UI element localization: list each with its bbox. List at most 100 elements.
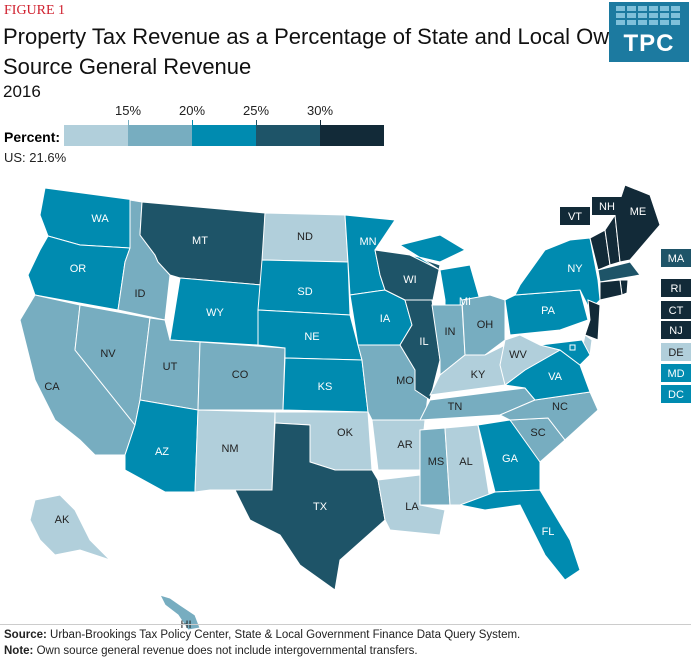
legend-tick-label: 30%	[306, 103, 334, 118]
state-label: CO	[232, 369, 249, 381]
state-callout-box	[661, 364, 691, 382]
state-ny[interactable]	[514, 237, 601, 311]
state-label: NH	[599, 201, 615, 213]
state-label: OH	[477, 319, 494, 331]
state-label: AZ	[155, 446, 169, 458]
state-callout-box	[661, 385, 691, 403]
state-ak[interactable]	[29, 494, 111, 561]
logo-square	[671, 20, 680, 25]
legend-bar	[64, 125, 384, 146]
logo-square	[660, 6, 669, 11]
state-dc[interactable]	[569, 344, 576, 351]
state-label: MA	[668, 253, 685, 265]
legend-tick	[128, 120, 129, 126]
state-wv[interactable]	[499, 334, 562, 386]
state-label: WA	[91, 213, 109, 225]
legend-tick	[256, 120, 257, 126]
logo-square	[638, 6, 647, 11]
state-label: SC	[530, 427, 545, 439]
state-callout-box	[661, 279, 691, 297]
logo-square	[671, 6, 680, 11]
state-label: FL	[542, 526, 555, 538]
state-label: SD	[297, 286, 312, 298]
state-label: AK	[55, 514, 70, 526]
logo-square	[627, 13, 636, 18]
state-label: PA	[541, 305, 556, 317]
logo-square	[616, 13, 625, 18]
logo-square	[616, 6, 625, 11]
legend-tick	[192, 120, 193, 126]
state-label: WY	[206, 307, 224, 319]
source-label: Source:	[4, 629, 47, 641]
state-label: UT	[163, 361, 178, 373]
state-ma[interactable]	[597, 261, 641, 283]
state-label: TX	[313, 501, 328, 513]
state-label: HI	[181, 619, 192, 631]
state-label: DC	[668, 389, 684, 401]
state-label: AL	[459, 456, 472, 468]
state-label: VT	[568, 211, 582, 223]
state-callout-box	[592, 197, 622, 215]
state-label: VA	[548, 371, 563, 383]
state-label: IA	[380, 313, 391, 325]
state-label: ND	[297, 231, 313, 243]
state-hi[interactable]	[159, 594, 201, 631]
source-text: Urban-Brookings Tax Policy Center, State…	[46, 629, 521, 641]
logo-square	[627, 20, 636, 25]
logo-square	[671, 13, 680, 18]
state-label: MI	[459, 296, 471, 308]
state-callout-box	[661, 301, 691, 319]
state-label: IL	[419, 336, 428, 348]
state-tx[interactable]	[234, 422, 386, 591]
state-label: ID	[135, 288, 146, 300]
state-me[interactable]	[614, 184, 661, 263]
legend-swatch	[320, 125, 384, 146]
state-nj[interactable]	[584, 299, 601, 341]
state-callout-box	[661, 321, 691, 339]
state-label: MN	[359, 236, 376, 248]
legend-swatch	[192, 125, 256, 146]
state-callout-box	[661, 343, 691, 361]
source-line: Source: Urban-Brookings Tax Policy Cente…	[4, 629, 687, 641]
logo-text: TPC	[623, 30, 675, 57]
state-label: DE	[668, 347, 683, 359]
state-label: WI	[403, 274, 416, 286]
legend-tick-label: 15%	[114, 103, 142, 118]
state-label: MO	[396, 375, 414, 387]
logo-square	[627, 6, 636, 11]
state-label: WV	[509, 349, 527, 361]
legend-swatch	[256, 125, 320, 146]
chart-year: 2016	[3, 82, 41, 101]
logo-square	[649, 6, 658, 11]
state-callout-box	[560, 207, 590, 225]
state-ms[interactable]	[419, 427, 451, 506]
state-ct[interactable]	[599, 279, 623, 301]
state-label: NE	[304, 331, 319, 343]
legend-swatch	[128, 125, 192, 146]
state-label: MD	[667, 368, 684, 380]
state-label: OR	[70, 263, 87, 275]
us-average: US: 21.6%	[4, 150, 67, 165]
state-label: NV	[100, 348, 116, 360]
logo-square	[649, 13, 658, 18]
state-label: ME	[630, 206, 647, 218]
state-label: TN	[448, 401, 463, 413]
state-fl[interactable]	[458, 489, 581, 581]
state-label: CT	[669, 305, 684, 317]
legend-tick-label: 20%	[178, 103, 206, 118]
figure-label: FIGURE 1	[4, 3, 66, 18]
state-label: GA	[502, 453, 519, 465]
state-label: KS	[318, 381, 333, 393]
state-label: CA	[44, 381, 60, 393]
tpc-logo: TPC	[609, 2, 689, 62]
chart-title: Property Tax Revenue as a Percentage of …	[3, 24, 629, 79]
state-label: OK	[337, 427, 354, 439]
state-md[interactable]	[539, 339, 591, 366]
state-label: AR	[397, 439, 412, 451]
state-label: NJ	[669, 325, 682, 337]
note-label: Note:	[4, 645, 34, 657]
note-line: Note: Own source general revenue does no…	[4, 645, 687, 657]
state-label: MS	[428, 456, 445, 468]
state-callout-box	[661, 249, 691, 267]
